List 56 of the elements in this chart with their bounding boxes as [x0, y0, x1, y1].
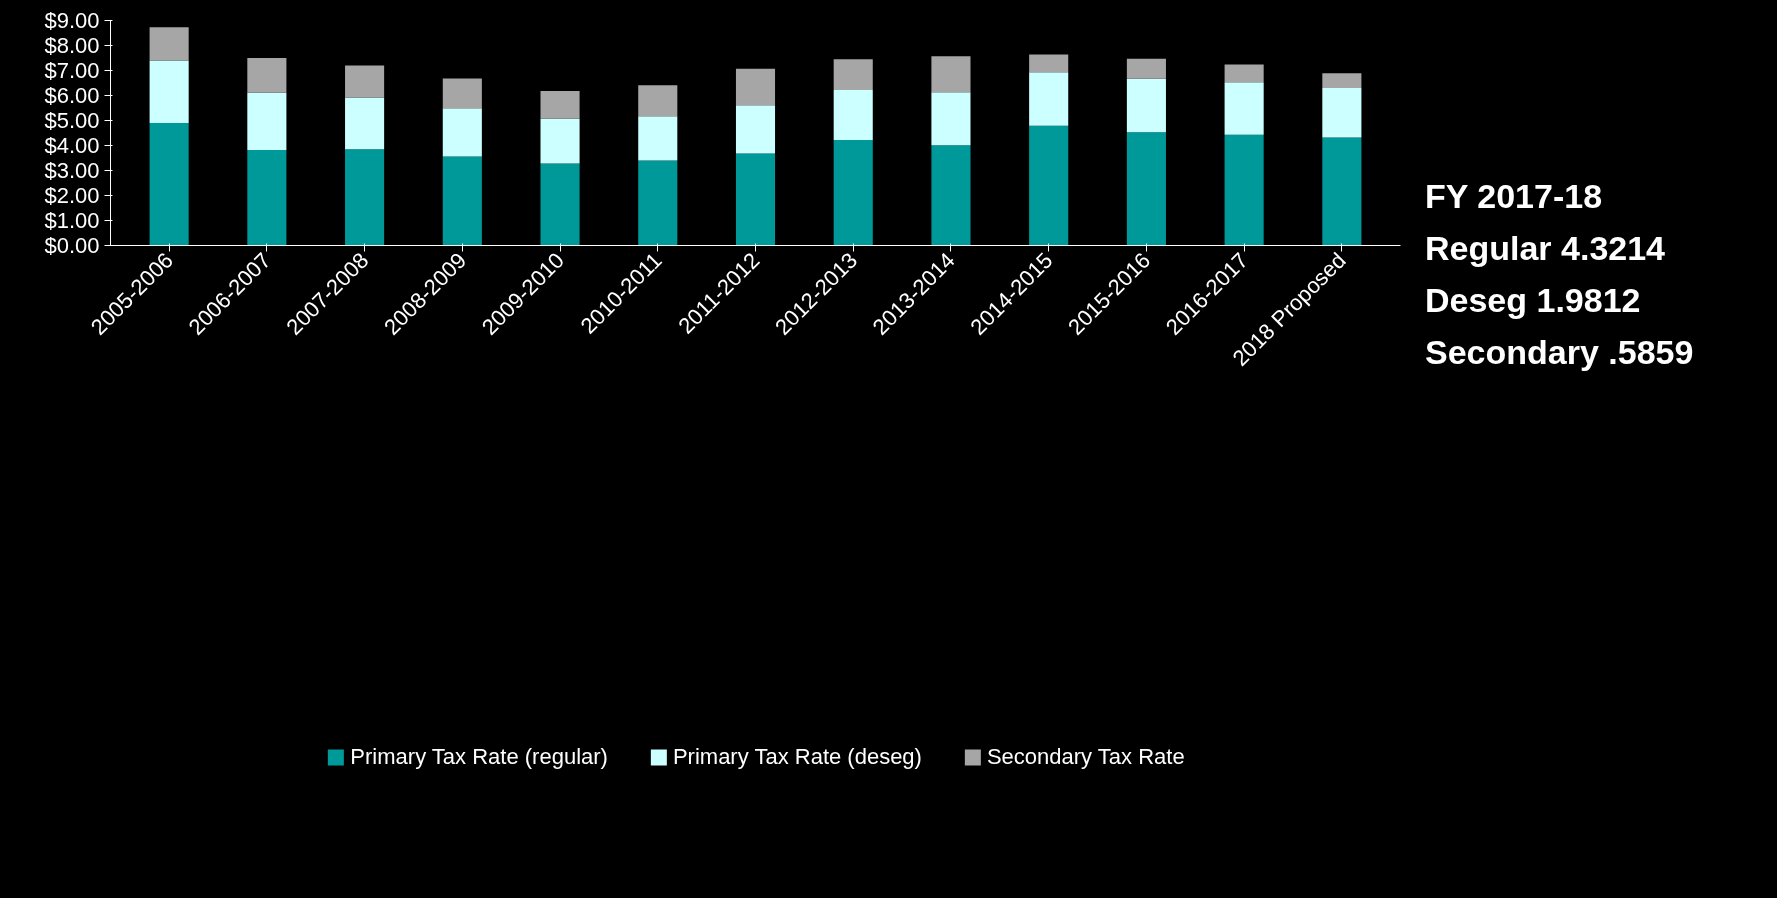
bar — [247, 150, 287, 246]
bar — [149, 60, 189, 123]
y-tick-label: $8.00 — [44, 33, 100, 58]
y-tick-label: $5.00 — [44, 108, 100, 133]
bar — [833, 140, 873, 246]
y-tick-label: $4.00 — [44, 133, 100, 158]
bar — [735, 153, 776, 246]
bar — [540, 91, 580, 119]
bar — [442, 108, 482, 157]
legend-label: Secondary Tax Rate — [986, 743, 1185, 770]
bar — [442, 156, 482, 246]
bar — [931, 92, 971, 146]
bar — [540, 163, 580, 246]
bar — [638, 85, 678, 117]
bar — [735, 105, 776, 154]
text: Secondary .5859 — [1425, 333, 1694, 371]
bar — [1126, 58, 1166, 79]
bar — [1126, 78, 1166, 133]
bar — [345, 97, 385, 150]
legend-label: Primary Tax Rate (deseg) — [672, 743, 922, 770]
text: FY 2017-18 — [1425, 177, 1603, 215]
bar — [638, 116, 678, 161]
bar — [540, 118, 580, 164]
bar — [735, 68, 776, 106]
bar — [1322, 137, 1362, 246]
y-tick-label: $6.00 — [44, 83, 100, 108]
legend-label: Primary Tax Rate (regular) — [350, 743, 608, 770]
bar — [149, 27, 189, 61]
bar — [1029, 125, 1069, 246]
bar — [1224, 82, 1264, 135]
bar — [1126, 132, 1166, 246]
text: Deseg 1.9812 — [1425, 281, 1641, 319]
y-tick-label: $0.00 — [44, 233, 100, 258]
bar — [1224, 64, 1264, 83]
bar — [1322, 88, 1362, 138]
y-tick-label: $9.00 — [44, 8, 100, 33]
bar — [833, 59, 873, 90]
bar — [833, 90, 873, 140]
y-tick-label: $1.00 — [44, 208, 100, 233]
bar — [345, 149, 385, 246]
bar — [149, 123, 189, 246]
text: Regular 4.3214 — [1425, 229, 1666, 267]
y-tick-label: $7.00 — [44, 58, 100, 83]
bar — [1029, 54, 1069, 73]
bar — [931, 56, 971, 93]
bar — [931, 145, 971, 246]
bar — [1224, 134, 1264, 246]
y-tick-label: $2.00 — [44, 183, 100, 208]
bar — [638, 160, 678, 246]
bar — [247, 92, 287, 150]
bar — [247, 58, 287, 93]
bar — [1029, 72, 1069, 126]
bar — [1322, 73, 1362, 88]
y-tick-label: $3.00 — [44, 158, 100, 183]
bar — [345, 65, 385, 98]
bar — [442, 78, 482, 109]
